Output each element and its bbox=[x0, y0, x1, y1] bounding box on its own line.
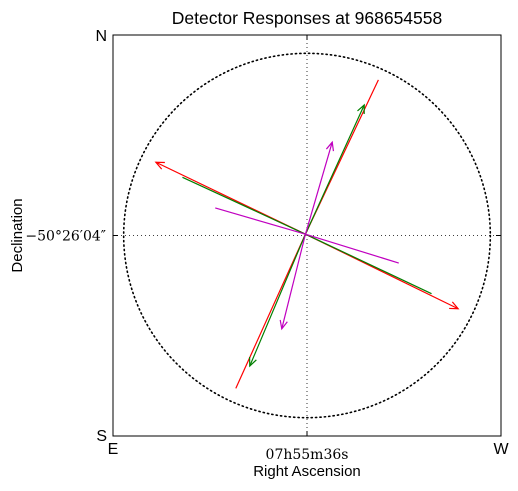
vector-2-0 bbox=[304, 142, 333, 235]
vector-head-2-0 bbox=[325, 140, 335, 152]
x-tick-label: 07h55m36s bbox=[266, 447, 349, 463]
vector-head-1-1 bbox=[248, 357, 257, 368]
vector-2-1 bbox=[281, 234, 307, 329]
vector-head-0-3 bbox=[449, 301, 460, 310]
vector-1-0 bbox=[304, 104, 365, 235]
south-label: S bbox=[96, 428, 107, 445]
chart-title: Detector Responses at 968654558 bbox=[172, 8, 442, 28]
north-label: N bbox=[95, 28, 107, 45]
vector-head-1-0 bbox=[357, 103, 365, 114]
vector-1-3 bbox=[305, 233, 432, 295]
east-label: E bbox=[108, 441, 119, 458]
y-tick-label: −50°26′04″ bbox=[25, 229, 106, 245]
vector-0-1 bbox=[235, 233, 306, 389]
west-label: W bbox=[493, 441, 509, 458]
vector-2-3 bbox=[305, 233, 399, 264]
vector-1-1 bbox=[249, 233, 307, 367]
plot-area bbox=[113, 35, 501, 436]
plot-frame bbox=[112, 34, 502, 437]
vector-1-2 bbox=[182, 176, 306, 235]
vector-head-0-2 bbox=[154, 161, 165, 170]
x-axis-label: Right Ascension bbox=[253, 463, 361, 480]
vector-2-2 bbox=[215, 207, 306, 235]
y-axis-label: Declination bbox=[9, 198, 26, 272]
vector-head-2-1 bbox=[279, 319, 288, 331]
sky-circle bbox=[122, 52, 492, 419]
